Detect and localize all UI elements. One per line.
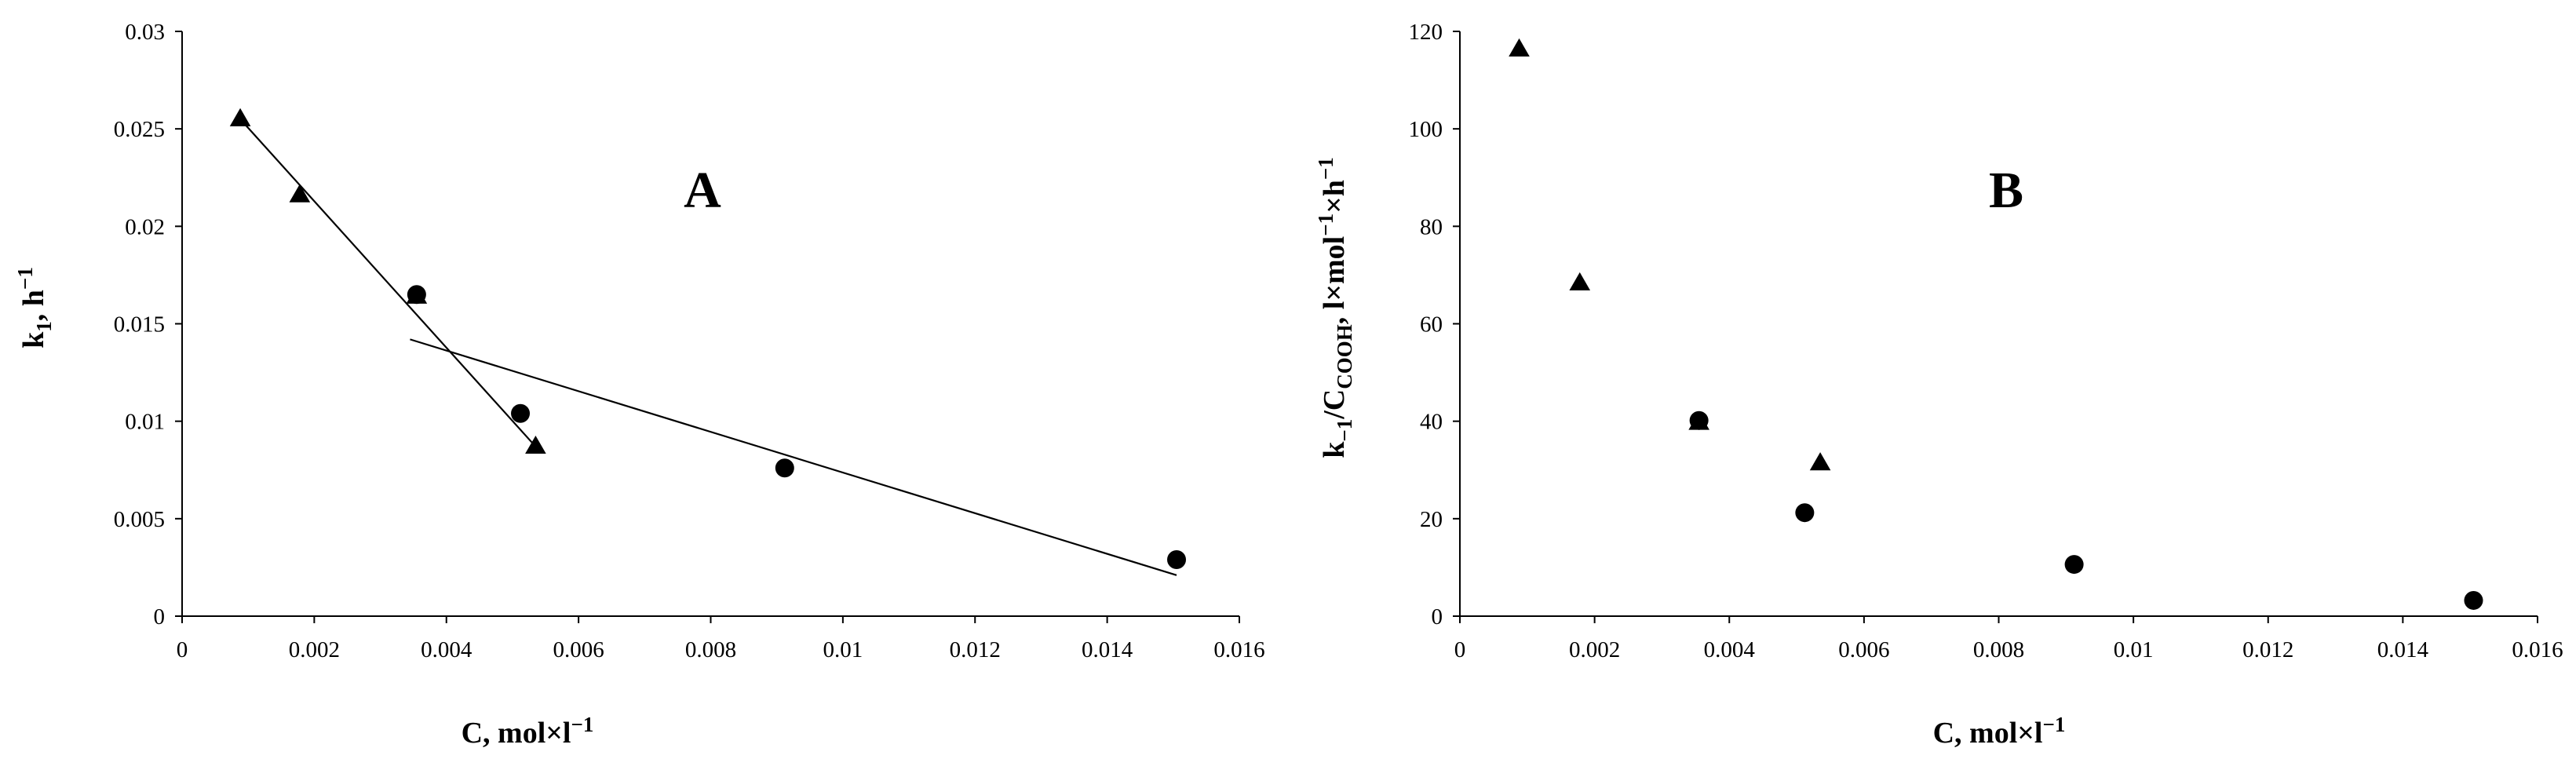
b-x-tick-label: 0.006 (1838, 637, 1889, 662)
a-y-tick-label: 0.03 (125, 20, 165, 45)
a-triangle-point (525, 435, 546, 454)
b-x-tick-label: 0.008 (1973, 637, 2024, 662)
b-x-tick-label: 0.014 (2377, 637, 2429, 662)
b-y-tick-label: 80 (1420, 214, 1443, 239)
a-trendline-1 (239, 119, 537, 447)
panel-a-label: A (684, 162, 721, 219)
b-x-tick-label: 0.01 (2114, 637, 2154, 662)
panel-a-y-axis-title: k1, h−1 (13, 267, 56, 348)
panel-b-x-axis-title: C, mol×l−1 (1933, 713, 2066, 750)
a-y-tick-label: 0.02 (125, 214, 165, 239)
panel-b-label: B (1989, 162, 2023, 219)
b-x-tick-label: 0.016 (2512, 637, 2563, 662)
a-x-tick-label: 0.004 (421, 637, 473, 662)
b-circle-point (1689, 411, 1709, 430)
a-x-tick-label: 0.01 (823, 637, 863, 662)
panel-a: 0 0.002 0.004 0.006 0.008 0.01 0.012 0.014 0.016… (13, 20, 1265, 750)
a-x-tick-label: 0.016 (1213, 637, 1264, 662)
b-triangle-point (1509, 38, 1530, 57)
a-y-tick-label: 0.025 (114, 117, 165, 142)
b-x-tick-label: 0.012 (2242, 637, 2293, 662)
b-y-tick-label: 120 (1409, 20, 1443, 45)
a-x-tick-label: 0.006 (553, 637, 604, 662)
a-y-tick-label: 0 (154, 604, 166, 629)
a-y-tick-label: 0.01 (125, 410, 165, 435)
b-triangle-point (1569, 272, 1591, 291)
a-circle-point (1167, 549, 1187, 569)
a-x-tick-label: 0.008 (685, 637, 736, 662)
a-triangle-point (229, 108, 251, 126)
b-circle-point (1795, 503, 1815, 523)
b-y-tick-label: 60 (1420, 312, 1443, 338)
b-triangle-point (1809, 452, 1831, 471)
b-circle-point (2464, 590, 2483, 610)
panel-a-x-axis-title: C, mol×l−1 (462, 713, 594, 750)
b-y-tick-label: 100 (1409, 117, 1443, 142)
b-x-tick-label: 0 (1454, 637, 1466, 662)
b-y-tick-label: 40 (1420, 410, 1443, 435)
a-circle-point (407, 285, 426, 305)
a-x-tick-label: 0.012 (950, 637, 1001, 662)
b-y-tick-label: 0 (1432, 604, 1443, 629)
panel-b: 0 0.002 0.004 0.006 0.008 0.01 0.012 0.014 0.016… (1314, 20, 2563, 750)
a-circle-point (775, 458, 794, 478)
b-x-tick-label: 0.002 (1569, 637, 1620, 662)
a-triangle-point (289, 184, 311, 203)
b-y-tick-label: 20 (1420, 507, 1443, 532)
a-y-tick-label: 0.015 (114, 312, 165, 338)
b-circle-point (2064, 555, 2084, 575)
b-x-tick-label: 0.004 (1704, 637, 1756, 662)
a-circle-point (511, 403, 531, 423)
a-x-tick-label: 0.002 (289, 637, 340, 662)
a-x-tick-label: 0 (177, 637, 188, 662)
panel-b-y-axis-title: k−1/CCOOH, l×mol−1×h−1 (1314, 157, 1356, 458)
a-x-tick-label: 0.014 (1082, 637, 1133, 662)
a-trendline-2 (410, 338, 1177, 576)
a-y-tick-label: 0.005 (114, 507, 165, 532)
